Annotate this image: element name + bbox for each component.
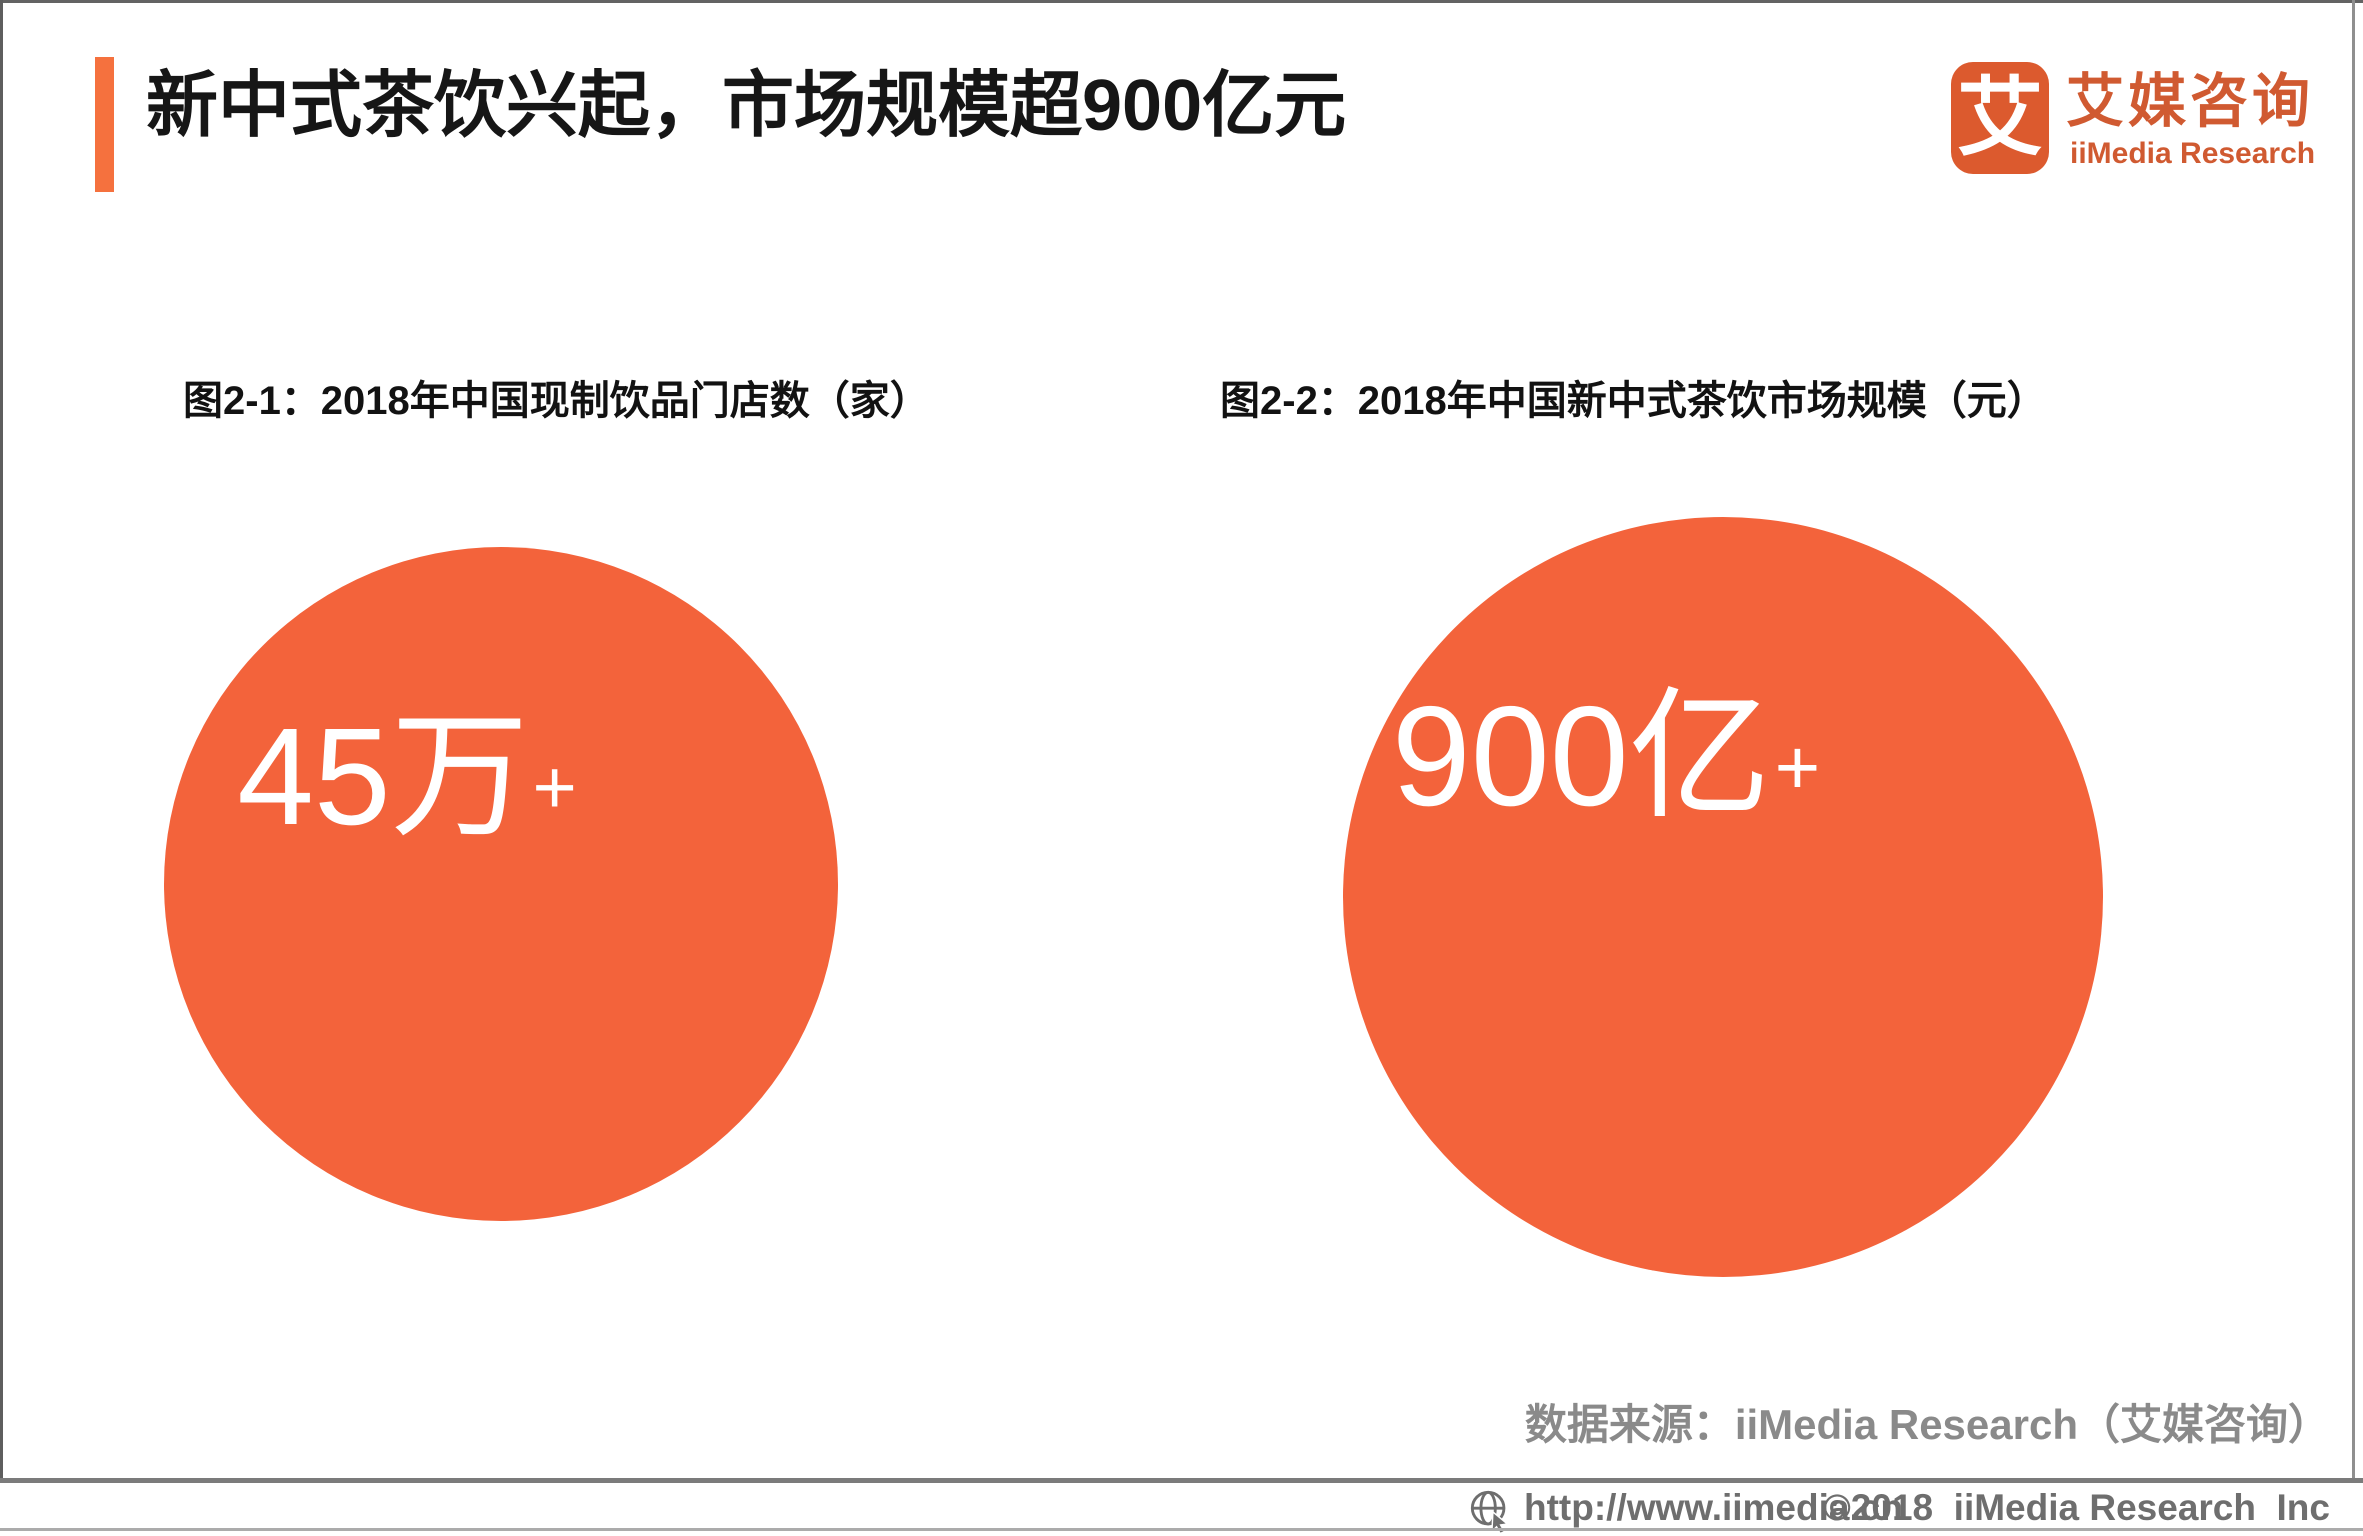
kpi-value-right-text: 900亿 <box>1391 677 1771 836</box>
footer-copyright: ©2018 iiMedia Research Inc <box>1823 1487 2330 1528</box>
logo-glyph: 艾 <box>1957 70 2043 166</box>
kpi-circle-left <box>164 547 838 1221</box>
logo-name-cn: 艾媒咨询 <box>2066 69 2315 134</box>
figure-caption-right: 图2-2：2018年中国新中式茶饮市场规模（元） <box>1220 379 2047 423</box>
page-border-left <box>0 0 3 1481</box>
title-accent-bar <box>95 57 114 192</box>
iimedia-logo-icon: 艾 <box>1951 62 2049 174</box>
page-border-top <box>0 0 2363 3</box>
data-source-note: 数据来源：iiMedia Research（艾媒咨询） <box>1524 1401 2330 1448</box>
logo-name-en: iiMedia Research <box>2070 137 2316 170</box>
footer-url: http://www.iimedia.cn <box>1524 1487 1903 1528</box>
kpi-value-right-plus: + <box>1774 723 1821 812</box>
page-border-right <box>2352 0 2355 1481</box>
page-border-bottom <box>0 1528 2363 1531</box>
figure-caption-left: 图2-1：2018年中国现制饮品门店数（家） <box>183 379 930 423</box>
kpi-value-left-text: 45万 <box>237 700 529 854</box>
kpi-circle-right <box>1343 517 2103 1277</box>
kpi-value-right: 900亿+ <box>1306 672 1906 852</box>
kpi-value-left: 45万+ <box>107 692 707 873</box>
footer-separator <box>0 1478 2363 1483</box>
page-title: 新中式茶饮兴起，市场规模超900亿元 <box>146 66 1347 146</box>
kpi-value-left-plus: + <box>532 745 577 831</box>
